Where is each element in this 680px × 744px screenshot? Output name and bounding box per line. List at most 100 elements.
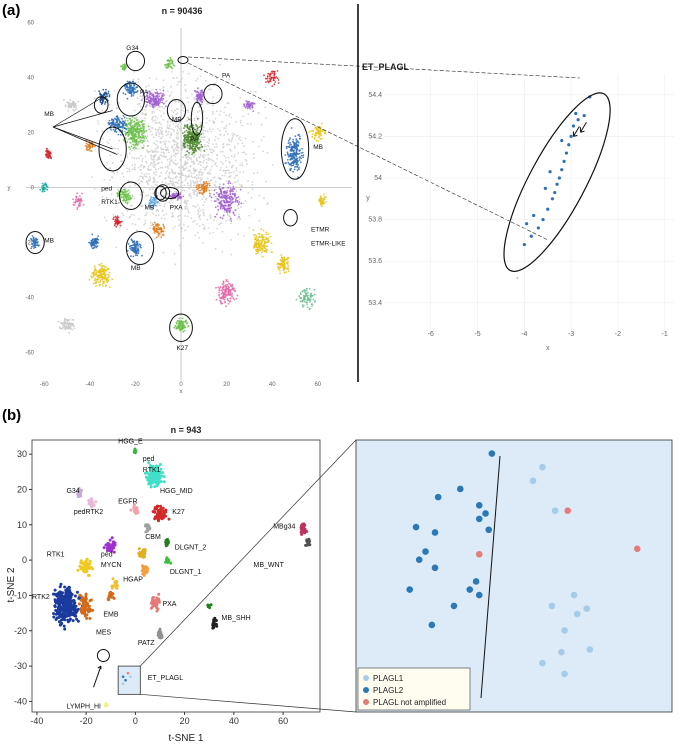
data-point — [198, 192, 201, 195]
data-point — [286, 151, 289, 154]
data-point — [303, 291, 306, 294]
data-point — [171, 71, 174, 73]
data-point — [242, 171, 245, 173]
data-point — [179, 159, 182, 161]
data-point — [228, 140, 231, 142]
data-point — [309, 307, 311, 310]
data-point — [239, 119, 242, 122]
data-point — [173, 181, 175, 184]
data-point — [117, 188, 119, 191]
data-point — [143, 123, 145, 126]
data-point — [198, 207, 201, 210]
data-point — [151, 88, 154, 91]
data-point — [251, 188, 254, 191]
data-point — [208, 182, 211, 185]
data-point — [144, 155, 147, 158]
data-point — [126, 119, 129, 122]
data-point — [183, 143, 186, 145]
data-point — [255, 235, 258, 238]
data-point — [213, 193, 216, 196]
data-point — [205, 166, 207, 169]
x-tick-label: -60 — [40, 382, 49, 388]
data-point — [75, 106, 77, 108]
data-point — [124, 134, 127, 136]
data-point — [208, 145, 210, 148]
data-point — [135, 247, 137, 250]
data-point — [189, 179, 192, 182]
data-point — [286, 158, 289, 161]
data-point — [158, 133, 161, 136]
data-point — [159, 92, 162, 95]
data-point — [119, 116, 121, 119]
data-point — [140, 154, 142, 157]
cluster-7 — [284, 127, 305, 179]
data-point — [153, 515, 157, 519]
data-point — [150, 224, 153, 227]
data-point — [193, 90, 196, 92]
data-point — [181, 144, 184, 147]
data-point — [148, 95, 151, 98]
data-point — [299, 300, 302, 303]
data-point — [238, 213, 240, 216]
data-point — [234, 198, 237, 201]
inset-point — [574, 111, 578, 116]
data-point — [156, 92, 159, 95]
data-point — [181, 77, 183, 80]
data-point — [156, 108, 159, 111]
data-point — [221, 174, 224, 177]
data-point — [173, 150, 175, 153]
data-point — [145, 149, 148, 152]
data-point — [216, 127, 219, 130]
data-point — [151, 149, 153, 152]
data-point — [175, 163, 177, 166]
data-point — [210, 159, 213, 162]
data-point — [103, 216, 106, 219]
data-point — [283, 265, 286, 267]
data-point — [230, 284, 233, 287]
data-point — [161, 127, 163, 130]
data-point — [258, 194, 261, 197]
data-point — [146, 145, 149, 147]
data-point — [158, 106, 161, 109]
data-point — [276, 70, 279, 72]
data-point — [156, 159, 159, 161]
data-point — [198, 106, 201, 109]
data-point — [238, 183, 241, 186]
data-point — [282, 267, 285, 270]
data-point — [157, 161, 160, 164]
data-point — [153, 99, 156, 101]
data-point — [121, 160, 123, 162]
data-point — [167, 133, 169, 136]
data-point — [157, 101, 159, 104]
data-point — [168, 124, 171, 127]
data-point — [234, 192, 236, 195]
data-point — [265, 117, 268, 119]
data-point — [153, 485, 157, 489]
data-point — [127, 135, 130, 137]
data-point — [164, 182, 167, 184]
data-point — [319, 130, 321, 133]
data-point — [75, 200, 78, 202]
data-point — [63, 321, 66, 323]
data-point — [221, 291, 224, 294]
data-point — [171, 169, 174, 172]
data-point — [178, 214, 180, 217]
data-point — [253, 102, 256, 105]
inset-point — [525, 222, 529, 226]
data-point — [168, 182, 171, 185]
data-point — [154, 163, 156, 165]
data-point — [197, 176, 200, 179]
data-point — [230, 253, 233, 256]
y-tick-label: 53.8 — [368, 217, 382, 224]
data-point — [321, 130, 323, 133]
data-point — [159, 154, 162, 157]
data-point — [186, 144, 189, 147]
data-point — [186, 150, 189, 153]
data-point — [139, 244, 142, 247]
data-point — [125, 86, 128, 88]
data-point — [135, 135, 138, 138]
data-point — [102, 285, 104, 287]
data-point — [221, 162, 224, 165]
data-point — [131, 249, 134, 252]
data-point — [163, 152, 166, 155]
